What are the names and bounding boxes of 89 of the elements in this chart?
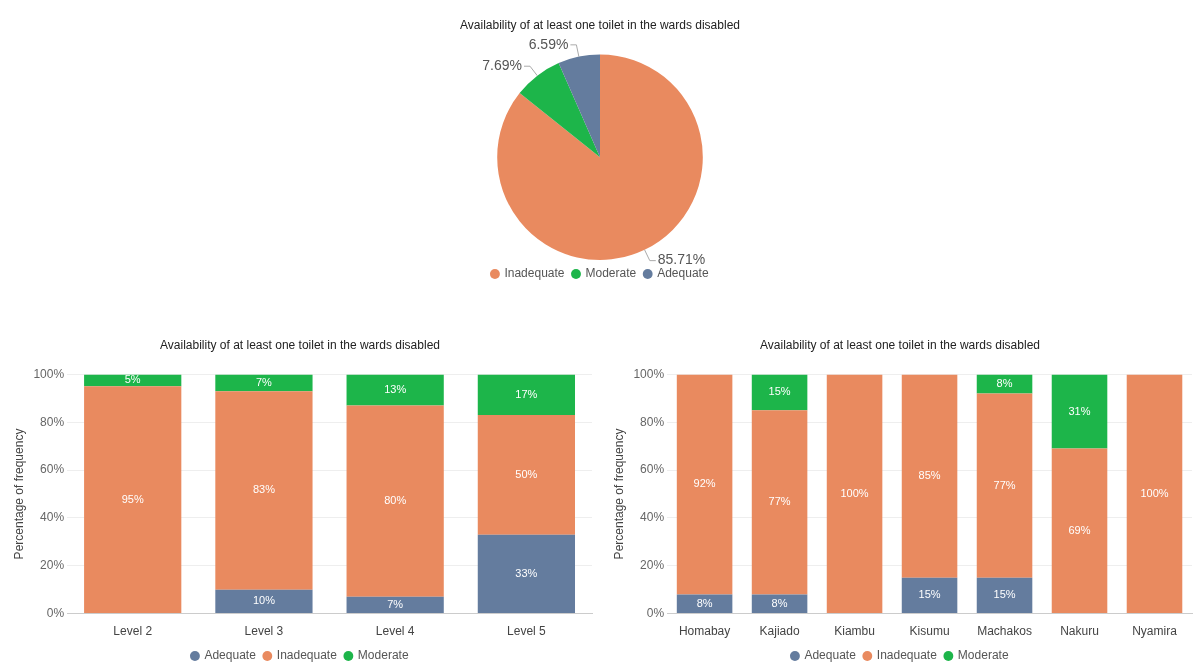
legend-label: Adequate [204, 648, 257, 663]
y-axis-title: Percentage of frequency [611, 428, 626, 560]
data-label: 85% [918, 469, 941, 482]
x-tick-label: Level 4 [375, 624, 415, 639]
y-tick-label: 60% [640, 462, 665, 477]
data-label: 85.71% [657, 251, 706, 268]
chart-title: Availability of at least one toilet in the wards disabled [460, 17, 740, 32]
bar [477, 415, 576, 535]
data-label: 7.69% [482, 57, 522, 74]
data-label: 15% [993, 588, 1016, 601]
data-label: 100% [1140, 486, 1169, 499]
data-label: 7% [255, 375, 273, 388]
data-label: 15% [918, 588, 941, 601]
bar [346, 374, 444, 406]
data-label: 69% [1068, 523, 1091, 536]
data-label: 17% [515, 387, 538, 400]
y-tick-label: 40% [640, 510, 665, 525]
x-tick-label: Homabay [678, 624, 731, 639]
legend-label: Moderate [585, 266, 637, 281]
x-tick-label: Kajiado [759, 624, 800, 639]
x-tick-label: Machakos [977, 624, 1032, 639]
x-tick-label: Level 5 [507, 624, 547, 639]
bar [676, 594, 733, 614]
bar [215, 589, 313, 614]
data-label: 7% [387, 598, 404, 611]
legend-label: Inadequate [276, 648, 338, 663]
data-label: 10% [252, 594, 276, 607]
bar [215, 391, 313, 590]
data-label: 8% [696, 596, 713, 609]
x-tick-label: Nakuru [1060, 624, 1099, 639]
bar [346, 596, 444, 614]
data-label: 77% [993, 478, 1016, 491]
data-label: 5% [124, 373, 141, 386]
bar [901, 374, 958, 578]
bar [826, 374, 883, 614]
bar [976, 393, 1033, 578]
data-label: 83% [252, 483, 276, 496]
x-tick-label: Kiambu [834, 624, 875, 639]
legend-label: Moderate [357, 648, 409, 663]
chart-title: Availability of at least one toilet in the wards disabled [160, 337, 440, 352]
chart-title: Availability of at least one toilet in the wards disabled [760, 337, 1040, 352]
data-label: 50% [515, 467, 538, 480]
bar [751, 374, 808, 411]
y-tick-label: 60% [40, 462, 65, 477]
bar [215, 374, 313, 392]
data-label: 95% [121, 492, 144, 505]
bar [676, 374, 733, 595]
data-label: 33% [515, 566, 538, 579]
data-label: 15% [768, 385, 791, 398]
data-label: 8% [996, 377, 1013, 389]
y-tick-label: 0% [46, 605, 65, 620]
y-axis-title: Percentage of frequency [11, 428, 26, 560]
y-tick-label: 20% [40, 558, 65, 573]
bar [976, 577, 1033, 614]
bar [901, 577, 958, 614]
data-label: 13% [384, 382, 407, 395]
x-tick-label: Kisumu [909, 624, 950, 639]
x-tick-label: Level 2 [113, 624, 153, 639]
bar [477, 534, 576, 614]
data-label: 31% [1068, 404, 1091, 417]
data-label: 92% [693, 477, 716, 490]
y-tick-label: 0% [646, 605, 665, 620]
legend-label: Moderate [957, 648, 1009, 663]
legend-label: Inadequate [876, 648, 938, 663]
bar [84, 386, 182, 614]
legend-label: Inadequate [504, 266, 565, 281]
x-tick-label: Level 3 [244, 624, 284, 639]
bar [976, 374, 1033, 394]
y-tick-label: 20% [640, 558, 665, 573]
data-label: 80% [384, 494, 407, 507]
bar [346, 405, 444, 597]
y-tick-label: 100% [33, 366, 65, 381]
data-label: 100% [840, 486, 869, 499]
y-tick-label: 100% [633, 366, 665, 381]
bar [1126, 374, 1183, 614]
y-tick-label: 40% [40, 510, 65, 525]
x-tick-label: Nyamira [1132, 624, 1178, 639]
bar [1051, 374, 1108, 449]
data-label: 8% [771, 596, 788, 609]
legend-label: Adequate [804, 648, 857, 663]
bar [1051, 448, 1108, 614]
bar [751, 594, 808, 614]
legend-label: Adequate [657, 266, 709, 281]
bar [477, 374, 576, 416]
bar [751, 410, 808, 595]
data-label: 6.59% [528, 35, 569, 52]
data-label: 77% [768, 495, 791, 508]
y-tick-label: 80% [640, 414, 665, 429]
y-tick-label: 80% [40, 414, 65, 429]
